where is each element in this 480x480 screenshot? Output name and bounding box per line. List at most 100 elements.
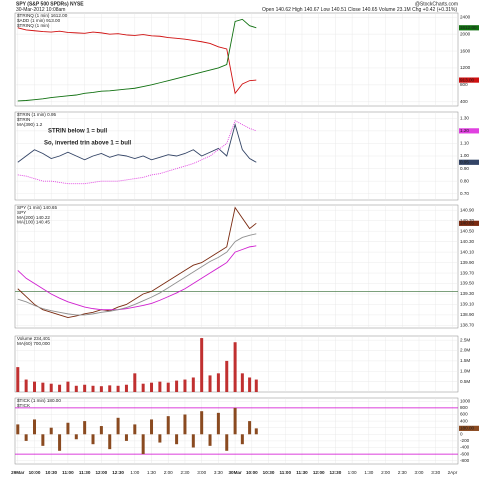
series-line — [17, 122, 257, 163]
y-tick-label: 0 — [460, 432, 463, 437]
bar — [116, 385, 120, 392]
y-tick-label: 2400 — [460, 14, 471, 19]
bar — [240, 373, 244, 392]
x-tick-label: 2:30 — [180, 470, 189, 475]
y-tick-label: 600 — [460, 412, 468, 417]
x-tick-label: 2:00 — [381, 470, 390, 475]
bar — [150, 382, 154, 392]
bar — [166, 416, 170, 435]
x-tick-label: 1:00 — [130, 470, 139, 475]
bar — [233, 407, 237, 435]
bar — [99, 386, 103, 392]
bar — [175, 434, 179, 445]
bar — [41, 382, 45, 392]
panel-title: Volume 234,401 — [17, 336, 51, 341]
bar — [124, 384, 128, 392]
bar — [248, 377, 252, 392]
bar — [66, 381, 70, 392]
y-tick-label: 1200 — [460, 65, 471, 70]
bar — [58, 384, 62, 392]
x-tick-label: 1:00 — [348, 470, 357, 475]
bar — [91, 434, 95, 445]
y-tick-label: -600 — [460, 451, 470, 456]
legend-entry: SPY — [17, 210, 26, 215]
bar — [116, 417, 120, 435]
last-value-box — [459, 128, 479, 134]
last-value-label: 913.00 — [460, 77, 474, 82]
bar — [66, 422, 70, 435]
bar — [191, 377, 195, 392]
y-tick-label: 0.70 — [460, 191, 469, 196]
bar — [254, 379, 258, 392]
bar — [141, 434, 145, 455]
x-tick-label: 10:30 — [45, 470, 57, 475]
y-tick-label: 140.10 — [460, 249, 474, 254]
y-tick-label: 0.80 — [460, 178, 469, 183]
bar — [16, 367, 20, 392]
bar — [49, 383, 53, 392]
bar — [33, 381, 37, 392]
bar — [150, 419, 154, 435]
legend-entry: MA(390) 1.2 — [17, 122, 43, 127]
bar — [124, 434, 128, 441]
y-tick-label: 1.5M — [460, 358, 470, 363]
last-value-box — [459, 220, 479, 226]
x-tick-label: 12:30 — [330, 470, 342, 475]
y-tick-label: 800 — [460, 405, 468, 410]
x-tick-label: 12:00 — [313, 470, 325, 475]
bar — [183, 414, 187, 435]
bar — [254, 428, 258, 435]
last-value-box — [459, 77, 479, 83]
x-tick-label: 3:30 — [431, 470, 440, 475]
y-tick-label: 140.90 — [460, 207, 474, 212]
bar — [133, 373, 137, 392]
legend-entry: $TRIN — [17, 117, 30, 122]
x-tick-label: 3:00 — [197, 470, 206, 475]
bar — [108, 385, 112, 392]
series-line — [17, 233, 257, 316]
x-tick-label: 10:30 — [263, 470, 275, 475]
panel-title: $TRIN (1 min) 0.95 — [17, 112, 57, 117]
series-line — [17, 120, 257, 185]
y-tick-label: 139.70 — [460, 270, 474, 275]
bar — [49, 427, 53, 435]
date: 30-Mar-2012 10:08am — [16, 7, 65, 13]
x-tick-label: 10:00 — [29, 470, 41, 475]
chart-title: SPY (S&P 500 SPDRs) NYSE — [16, 1, 84, 7]
y-tick-label: 800 — [460, 82, 468, 87]
bar — [208, 434, 212, 446]
x-tick-label: 30Mar — [228, 470, 241, 475]
y-tick-label: 139.30 — [460, 291, 474, 296]
y-tick-label: 140.50 — [460, 228, 474, 233]
y-tick-label: 2000 — [460, 31, 471, 36]
y-tick-label: 140.70 — [460, 218, 474, 223]
bar — [191, 434, 195, 448]
x-tick-label: 2:00 — [164, 470, 173, 475]
x-tick-label: 2:30 — [398, 470, 407, 475]
bar — [24, 434, 28, 441]
x-tick-label: 11:30 — [296, 470, 308, 475]
bar — [99, 426, 103, 435]
last-value-box — [459, 425, 479, 431]
bar — [33, 419, 37, 435]
y-tick-label: 138.90 — [460, 312, 474, 317]
y-tick-label: 1600 — [460, 48, 471, 53]
x-tick-label: 3:30 — [214, 470, 223, 475]
bar — [58, 434, 62, 451]
y-tick-label: 139.90 — [460, 260, 474, 265]
x-tick-label: 11:30 — [79, 470, 91, 475]
annotation: STRIN below 1 = bull — [48, 129, 108, 135]
legend-entry: MA(100) 140.45 — [17, 219, 50, 224]
x-tick-label: 11:00 — [280, 470, 292, 475]
y-tick-label: -400 — [460, 445, 470, 450]
bar — [108, 434, 112, 450]
bar — [74, 385, 78, 392]
series-line — [17, 206, 257, 318]
y-tick-label: 138.70 — [460, 323, 474, 328]
bar — [83, 384, 87, 392]
panel-title: $TICK (1 min) 180.00 — [17, 398, 61, 403]
bar — [175, 380, 179, 392]
series-line — [17, 245, 257, 311]
bar — [233, 342, 237, 392]
y-tick-label: 2.0M — [460, 348, 470, 353]
